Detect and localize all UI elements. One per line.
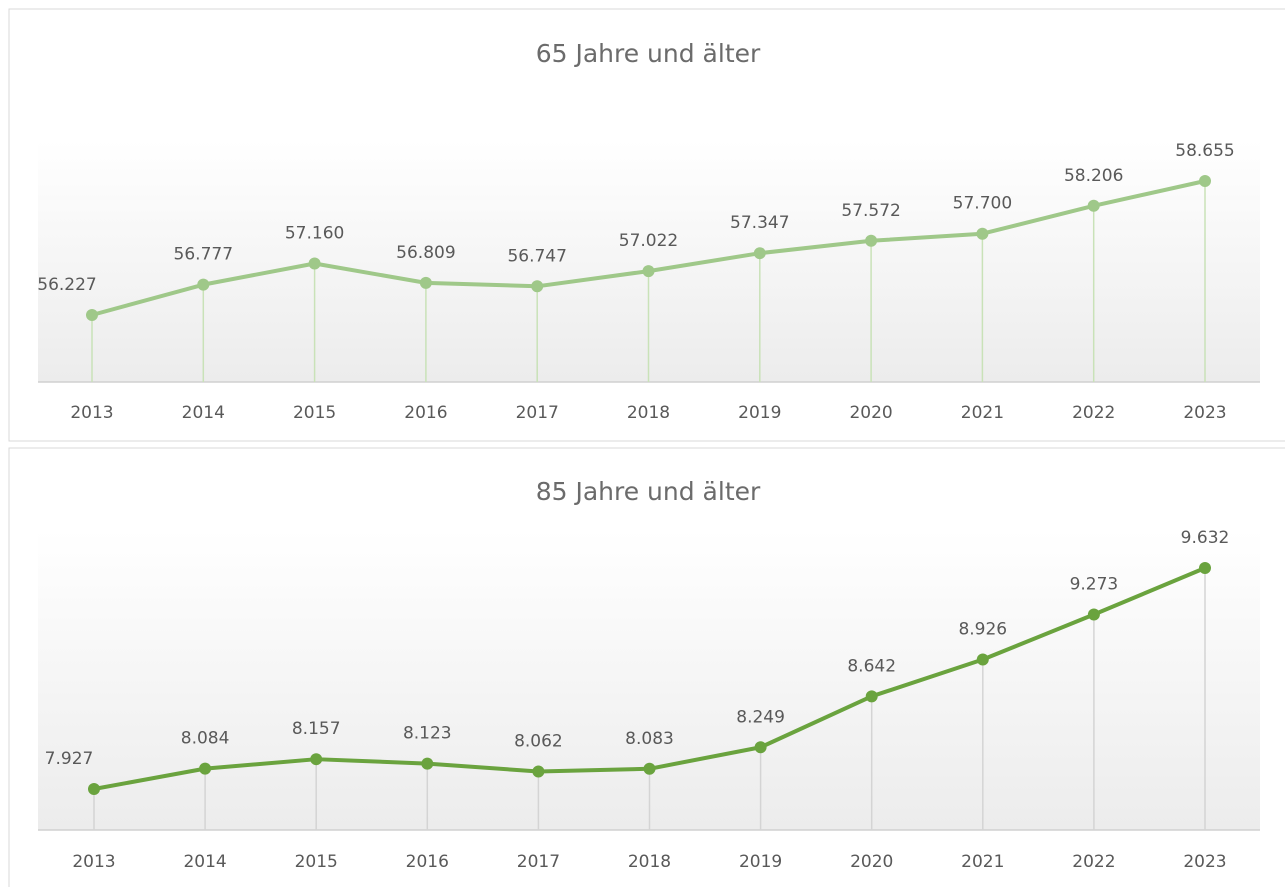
data-label: 56.777: [174, 245, 233, 265]
data-label: 9.273: [1070, 575, 1119, 595]
marker: [1087, 199, 1100, 212]
data-label: 57.347: [730, 213, 789, 233]
x-tick-label: 2016: [406, 852, 449, 872]
x-tick-label: 2013: [70, 403, 113, 423]
data-label: 8.249: [736, 707, 785, 727]
chart-title: 85 Jahre und älter: [536, 477, 761, 506]
x-tick-label: 2018: [627, 403, 670, 423]
marker: [532, 765, 545, 778]
marker: [643, 762, 656, 775]
data-label: 56.747: [507, 246, 566, 266]
marker: [642, 265, 655, 278]
data-label: 8.642: [847, 656, 896, 676]
x-tick-label: 2021: [961, 852, 1004, 872]
x-tick-label: 2017: [517, 852, 560, 872]
x-tick-label: 2014: [182, 403, 225, 423]
marker: [1199, 562, 1211, 574]
x-tick-label: 2018: [628, 852, 671, 872]
data-label: 8.157: [292, 719, 341, 739]
x-tick-label: 2015: [295, 852, 338, 872]
data-label: 8.123: [403, 724, 452, 744]
x-tick-label: 2022: [1072, 852, 1115, 872]
data-label: 58.655: [1175, 141, 1234, 161]
marker: [976, 227, 989, 240]
data-label: 8.926: [958, 620, 1007, 640]
marker: [865, 234, 878, 247]
x-tick-label: 2019: [738, 403, 781, 423]
marker: [754, 741, 767, 754]
marker: [199, 762, 212, 775]
data-label: 57.160: [285, 224, 344, 244]
data-label: 57.700: [953, 194, 1012, 214]
chart-title: 65 Jahre und älter: [536, 39, 761, 68]
data-label: 56.809: [396, 243, 455, 263]
marker: [1087, 608, 1100, 621]
data-label: 9.632: [1181, 528, 1230, 548]
x-tick-label: 2020: [850, 852, 893, 872]
data-label: 8.084: [181, 729, 230, 749]
marker: [865, 690, 878, 703]
data-label: 8.062: [514, 732, 563, 752]
marker: [308, 257, 321, 270]
data-label: 7.927: [45, 749, 94, 769]
x-tick-label: 2016: [404, 403, 447, 423]
marker: [531, 280, 544, 293]
x-tick-label: 2017: [516, 403, 559, 423]
data-label: 57.572: [841, 201, 900, 221]
marker: [310, 753, 323, 766]
data-label: 57.022: [619, 231, 678, 251]
x-tick-label: 2014: [183, 852, 226, 872]
data-label: 56.227: [37, 275, 96, 295]
data-label: 8.083: [625, 729, 674, 749]
data-label: 58.206: [1064, 166, 1123, 186]
x-tick-label: 2023: [1183, 403, 1226, 423]
x-tick-label: 2023: [1183, 852, 1226, 872]
x-tick-label: 2022: [1072, 403, 1115, 423]
marker: [419, 276, 432, 289]
marker: [197, 278, 210, 291]
marker: [976, 653, 989, 666]
x-tick-label: 2019: [739, 852, 782, 872]
marker: [1199, 175, 1211, 187]
x-tick-label: 2020: [849, 403, 892, 423]
marker: [753, 247, 766, 260]
marker: [86, 309, 98, 321]
x-tick-label: 2021: [961, 403, 1004, 423]
marker: [421, 757, 434, 770]
x-tick-label: 2015: [293, 403, 336, 423]
marker: [88, 783, 100, 795]
x-tick-label: 2013: [72, 852, 115, 872]
